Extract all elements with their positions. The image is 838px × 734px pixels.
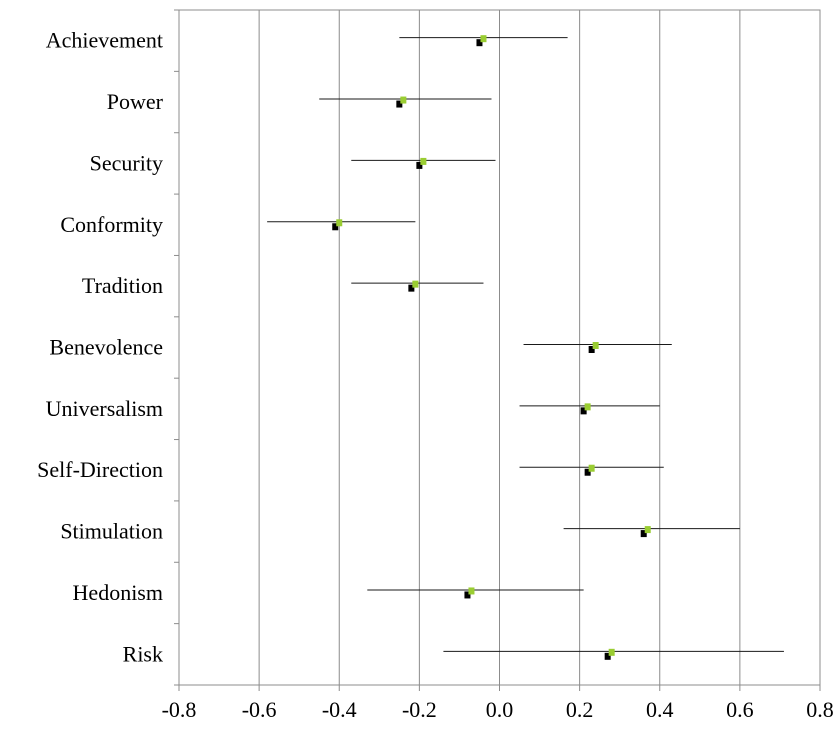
category-label: Conformity — [60, 212, 163, 237]
x-tick-label: -0.8 — [162, 697, 197, 722]
data-point — [604, 652, 611, 660]
x-tick-label: 0.2 — [566, 697, 594, 722]
x-tick-label: 0.6 — [726, 697, 754, 722]
data-point — [588, 464, 595, 472]
category-label: Tradition — [82, 273, 163, 298]
data-point — [412, 280, 419, 288]
data-point — [644, 526, 651, 534]
x-tick-label: -0.4 — [322, 697, 357, 722]
category-label: Risk — [123, 641, 163, 666]
x-tick-label: -0.6 — [242, 697, 277, 722]
data-point — [584, 403, 591, 411]
data-point — [336, 219, 343, 227]
data-point — [476, 39, 483, 47]
category-label: Hedonism — [73, 580, 163, 605]
data-point — [464, 591, 471, 599]
data-point — [416, 161, 423, 169]
x-tick-label: 0.8 — [806, 697, 834, 722]
x-tick-label: 0.0 — [486, 697, 514, 722]
data-point — [584, 468, 591, 476]
data-point — [420, 157, 427, 165]
data-point — [480, 35, 487, 43]
data-point — [588, 346, 595, 353]
x-tick-label: 0.4 — [646, 697, 674, 722]
category-label: Benevolence — [49, 335, 163, 360]
data-point — [332, 223, 339, 231]
category-label: Self-Direction — [37, 457, 163, 482]
data-point — [396, 100, 403, 108]
data-point — [400, 96, 407, 104]
category-label: Universalism — [46, 396, 163, 421]
data-point — [408, 284, 415, 292]
category-label: Achievement — [46, 28, 163, 53]
category-label: Power — [107, 89, 164, 114]
data-point — [592, 342, 599, 349]
data-point — [608, 648, 615, 656]
category-label: Stimulation — [60, 519, 163, 544]
x-tick-label: -0.2 — [402, 697, 437, 722]
data-point — [580, 407, 587, 415]
category-label: Security — [90, 150, 163, 175]
data-point — [468, 587, 475, 595]
data-point — [640, 530, 647, 538]
